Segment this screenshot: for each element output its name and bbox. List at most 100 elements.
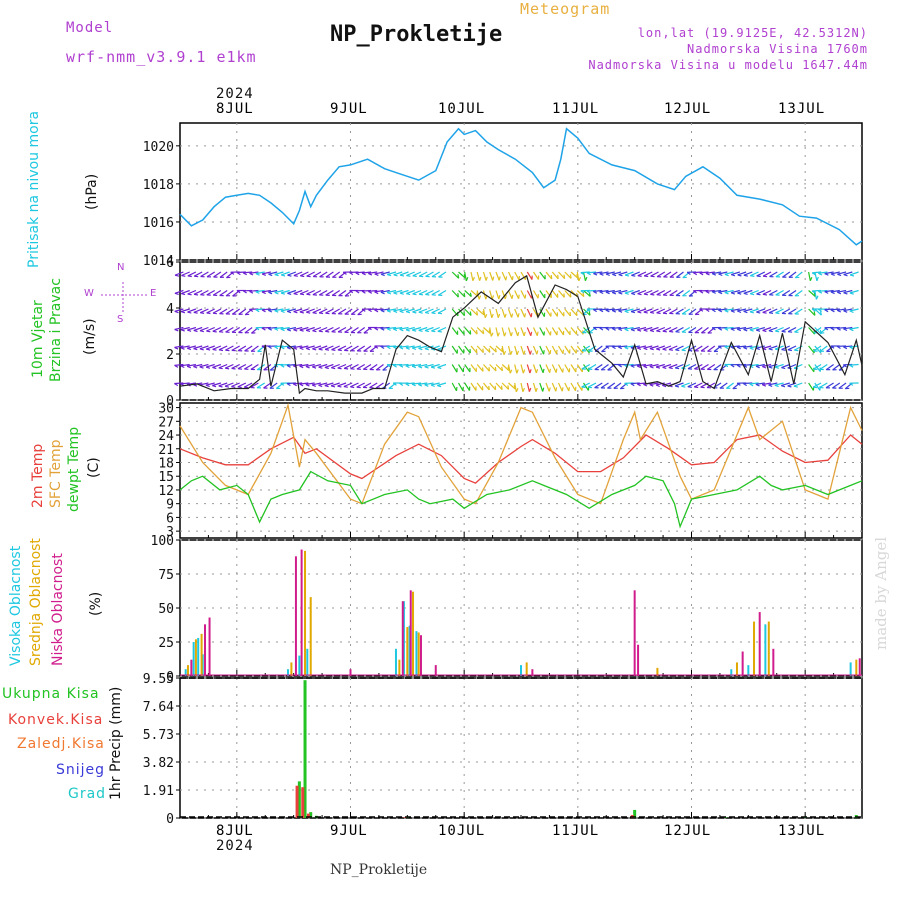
wind-arrow — [424, 326, 434, 332]
wind-arrow — [380, 271, 390, 275]
wind-arrow — [813, 363, 822, 370]
wind-arrow-head — [837, 291, 842, 295]
wind-arrow — [418, 363, 428, 367]
wind-arrow — [261, 308, 271, 311]
wind-arrow — [356, 345, 366, 352]
wind-arrow — [656, 345, 665, 350]
cloud-bar — [398, 659, 401, 676]
y-tick-label: 1014 — [143, 254, 174, 269]
wind-arrow — [630, 382, 640, 385]
wind-arrow-head — [674, 385, 680, 388]
wind-arrow-head — [749, 383, 754, 387]
wind-arrow — [369, 382, 378, 389]
wind-arrow — [268, 271, 278, 275]
wind-arrow — [668, 345, 678, 351]
wind-arrow — [287, 345, 296, 348]
wind-arrow — [224, 363, 234, 369]
wind-arrow — [837, 308, 847, 311]
wind-arrow-head — [431, 348, 436, 351]
wind-arrow — [380, 326, 390, 329]
wind-arrow — [362, 382, 372, 388]
wind-arrow — [464, 345, 471, 354]
wind-arrow-head — [530, 331, 533, 336]
location-coords: lon,lat (19.9125E, 42.5312N) — [637, 26, 868, 40]
wind-arrow — [637, 289, 647, 295]
wind-arrow-head — [399, 292, 404, 295]
wind-speed-line — [179, 274, 863, 395]
precip-bar — [301, 787, 305, 818]
wind-arrow — [675, 345, 684, 351]
wind-arrow-head — [324, 348, 330, 351]
wind-arrow-head — [193, 329, 198, 333]
wind-arrow — [411, 363, 422, 367]
wind-arrow — [489, 364, 497, 372]
wind-arrow-head — [592, 308, 598, 313]
wind-arrow — [306, 308, 315, 313]
wind-arrow — [682, 290, 691, 297]
wind-arrow-head — [411, 347, 417, 351]
wind-arrow-head — [756, 293, 761, 296]
wind-arrow-head — [437, 348, 442, 351]
wind-arrow — [837, 326, 847, 329]
wind-arrow — [350, 382, 359, 388]
wind-arrow-head — [181, 293, 186, 296]
cloud-bar — [531, 669, 534, 676]
wind-arrow — [583, 327, 591, 335]
cloud-bar — [412, 591, 415, 676]
wind-arrow — [583, 345, 590, 354]
wind-arrow-head — [809, 276, 813, 282]
cloud-bar — [406, 627, 409, 676]
wind-arrow — [581, 382, 591, 388]
wind-arrow — [495, 327, 499, 337]
wind-arrow-head — [504, 294, 507, 300]
wind-arrow — [312, 308, 322, 314]
wind-arrow — [470, 271, 474, 281]
wind-arrow-head — [787, 349, 793, 352]
wind-arrow-head — [522, 387, 525, 393]
wind-arrow — [599, 289, 609, 293]
wind-arrow-head — [267, 345, 272, 350]
wind-arrow — [331, 345, 340, 351]
wind-arrow — [576, 271, 580, 281]
cloud-bar — [767, 621, 770, 676]
wind-arrow — [350, 327, 359, 333]
wind-arrow-head — [768, 348, 773, 351]
wind-arrow — [624, 345, 634, 348]
wind-arrow — [520, 327, 525, 337]
precip-bar — [309, 812, 313, 818]
wind-arrow-head — [199, 330, 205, 333]
wind-arrow-head — [324, 366, 329, 370]
wind-arrow-head — [793, 385, 798, 388]
wind-arrow — [412, 345, 422, 349]
wind-arrow — [458, 290, 466, 298]
wind-arrow — [412, 271, 422, 277]
wind-arrow-head — [618, 292, 623, 295]
wind-arrow-head — [511, 276, 514, 281]
wind-arrow-head — [386, 328, 391, 331]
wind-arrow — [687, 363, 697, 370]
wind-arrow-head — [836, 345, 841, 350]
wind-arrow-head — [511, 294, 514, 299]
wind-arrow-head — [548, 387, 551, 392]
wind-arrow — [331, 363, 340, 369]
wind-arrow — [643, 345, 653, 349]
wind-arrow-head — [174, 274, 180, 277]
wind-arrow — [794, 271, 803, 279]
wind-arrow-head — [393, 274, 398, 277]
wind-arrow — [812, 289, 822, 292]
wind-arrow-head — [212, 384, 217, 388]
wind-arrow — [581, 345, 591, 352]
wind-arrow — [501, 382, 510, 390]
wind-arrow-head — [563, 274, 566, 279]
wind-arrow — [495, 308, 499, 318]
wind-arrow — [238, 327, 247, 333]
wind-arrow-head — [743, 274, 748, 277]
wind-arrow-head — [299, 293, 305, 296]
wind-arrow — [411, 382, 422, 385]
wind-arrow-head — [711, 327, 716, 331]
cloud-bar — [286, 669, 289, 676]
wind-arrow — [713, 364, 722, 371]
wind-arrow — [600, 364, 609, 371]
wind-arrow-head — [817, 308, 823, 313]
wind-arrow — [825, 382, 834, 389]
